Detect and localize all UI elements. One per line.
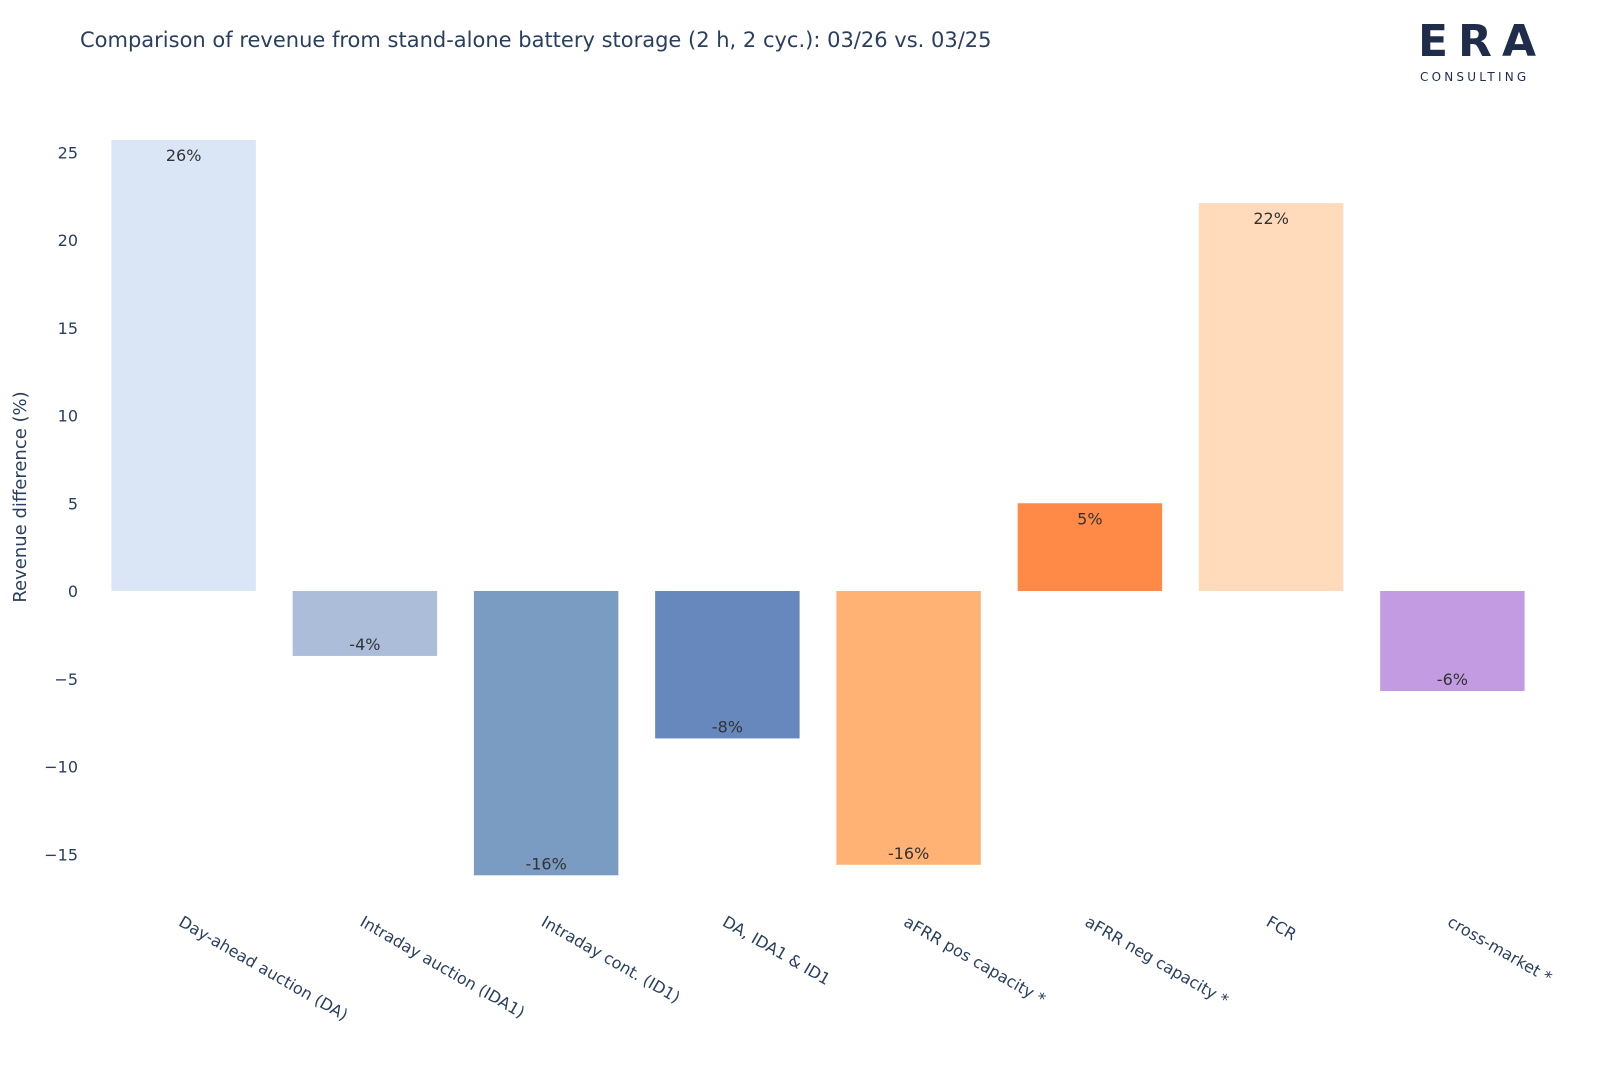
x-tick-label: aFRR neg capacity * — [1082, 912, 1232, 1010]
y-tick-label: −15 — [44, 845, 78, 864]
bar[interactable] — [1198, 203, 1344, 591]
y-tick-label: −5 — [54, 670, 78, 689]
y-tick-label: 25 — [58, 143, 78, 162]
logo-subtitle: CONSULTING — [1420, 70, 1530, 84]
y-tick-label: −10 — [44, 758, 78, 777]
bar[interactable] — [655, 591, 800, 739]
x-tick-label: DA, IDA1 & ID1 — [719, 912, 833, 989]
y-tick-label: 0 — [68, 582, 78, 601]
x-tick-label: Intraday auction (IDA1) — [357, 912, 528, 1022]
bars — [111, 139, 1525, 876]
chart-title: Comparison of revenue from stand-alone b… — [80, 28, 992, 52]
x-tick-label: FCR — [1263, 912, 1300, 944]
y-tick-label: 20 — [58, 231, 78, 250]
data-labels: 26% -4% -16% -8% -16% 5% 22% -6% — [166, 146, 1468, 873]
bar[interactable] — [292, 591, 438, 656]
era-consulting-logo: ERA CONSULTING — [1418, 16, 1548, 85]
bar-data-label: -4% — [349, 635, 380, 654]
category-labels: Day-ahead auction (DA) Intraday auction (… — [176, 912, 1556, 1024]
bar-data-label: 22% — [1253, 209, 1289, 228]
x-tick-label: cross-market * — [1444, 912, 1555, 987]
y-tick-label: 10 — [58, 407, 78, 426]
x-tick-label: aFRR pos capacity * — [901, 912, 1049, 1009]
bar[interactable] — [473, 591, 619, 876]
bar-data-label: 5% — [1077, 509, 1102, 528]
bar[interactable] — [1380, 591, 1525, 692]
bar-data-label: -8% — [712, 717, 743, 736]
bar[interactable] — [1017, 503, 1163, 591]
bar[interactable] — [111, 139, 256, 591]
bar-data-label: 26% — [166, 146, 202, 165]
y-tick-label: 15 — [58, 319, 78, 338]
x-tick-label: Intraday cont. (ID1) — [538, 912, 683, 1007]
bar-data-label: -16% — [888, 844, 929, 863]
bar-data-label: -16% — [525, 854, 566, 873]
bar-data-label: -6% — [1437, 670, 1468, 689]
logo-mark: ERA — [1418, 16, 1546, 67]
bar[interactable] — [836, 591, 981, 865]
y-tick-label: 5 — [68, 494, 78, 513]
x-tick-label: Day-ahead auction (DA) — [176, 912, 352, 1024]
y-axis-label: Revenue difference (%) — [10, 391, 31, 602]
y-axis-ticks: 25 20 15 10 5 0 −5 −10 −15 — [44, 143, 78, 864]
